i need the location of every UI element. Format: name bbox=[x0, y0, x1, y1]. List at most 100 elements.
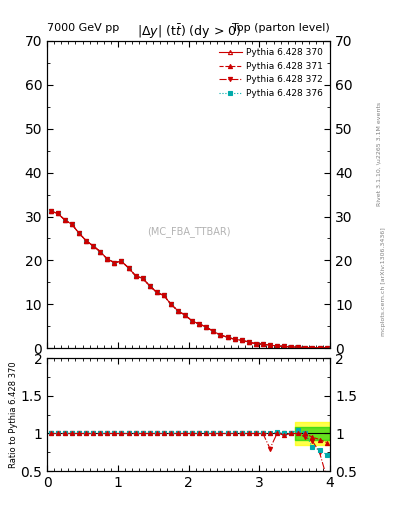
Pythia 6.428 372 bbox=[154, 289, 159, 295]
Pythia 6.428 370 bbox=[239, 337, 244, 344]
Pythia 6.428 376 bbox=[176, 308, 180, 314]
Pythia 6.428 371 bbox=[282, 344, 286, 350]
Pythia 6.428 372 bbox=[232, 336, 237, 343]
Pythia 6.428 372 bbox=[176, 308, 180, 314]
Pythia 6.428 371 bbox=[275, 343, 279, 349]
Pythia 6.428 371 bbox=[190, 318, 195, 324]
Pythia 6.428 376 bbox=[303, 345, 308, 351]
Pythia 6.428 376 bbox=[268, 342, 272, 348]
Pythia 6.428 376 bbox=[98, 248, 103, 254]
Pythia 6.428 370 bbox=[211, 328, 216, 334]
Pythia 6.428 376 bbox=[232, 336, 237, 343]
Line: Pythia 6.428 371: Pythia 6.428 371 bbox=[49, 209, 329, 350]
Pythia 6.428 371 bbox=[317, 345, 322, 351]
Pythia 6.428 371 bbox=[169, 301, 173, 307]
Pythia 6.428 371 bbox=[147, 283, 152, 289]
Pythia 6.428 371 bbox=[162, 292, 166, 298]
Legend: Pythia 6.428 370, Pythia 6.428 371, Pythia 6.428 372, Pythia 6.428 376: Pythia 6.428 370, Pythia 6.428 371, Pyth… bbox=[216, 46, 326, 100]
Pythia 6.428 370 bbox=[140, 275, 145, 282]
Pythia 6.428 370 bbox=[62, 217, 67, 223]
Pythia 6.428 371 bbox=[261, 341, 265, 347]
Pythia 6.428 372 bbox=[261, 341, 265, 347]
Pythia 6.428 372 bbox=[91, 243, 95, 249]
Pythia 6.428 370 bbox=[105, 256, 110, 262]
Pythia 6.428 371 bbox=[126, 265, 131, 271]
Pythia 6.428 376 bbox=[310, 345, 315, 351]
Pythia 6.428 376 bbox=[162, 292, 166, 298]
Pythia 6.428 376 bbox=[119, 258, 124, 264]
Pythia 6.428 370 bbox=[282, 344, 286, 350]
Pythia 6.428 376 bbox=[190, 318, 195, 324]
Pythia 6.428 376 bbox=[133, 273, 138, 279]
Pythia 6.428 376 bbox=[197, 321, 202, 327]
Pythia 6.428 370 bbox=[126, 265, 131, 271]
Pythia 6.428 370 bbox=[98, 248, 103, 254]
Pythia 6.428 376 bbox=[126, 265, 131, 271]
Pythia 6.428 376 bbox=[70, 221, 74, 227]
Pythia 6.428 370 bbox=[91, 243, 95, 249]
Pythia 6.428 372 bbox=[70, 221, 74, 227]
Pythia 6.428 376 bbox=[105, 256, 110, 262]
Pythia 6.428 372 bbox=[239, 337, 244, 344]
Pythia 6.428 372 bbox=[147, 283, 152, 289]
Pythia 6.428 372 bbox=[183, 312, 187, 318]
Pythia 6.428 370 bbox=[324, 345, 329, 351]
Pythia 6.428 370 bbox=[183, 312, 187, 318]
Pythia 6.428 376 bbox=[275, 343, 279, 349]
Pythia 6.428 370 bbox=[303, 345, 308, 351]
Pythia 6.428 376 bbox=[48, 208, 53, 215]
Pythia 6.428 372 bbox=[105, 256, 110, 262]
Pythia 6.428 370 bbox=[275, 343, 279, 349]
Pythia 6.428 376 bbox=[225, 334, 230, 340]
Pythia 6.428 371 bbox=[91, 243, 95, 249]
Pythia 6.428 376 bbox=[261, 341, 265, 347]
Pythia 6.428 372 bbox=[190, 318, 195, 324]
Pythia 6.428 376 bbox=[91, 243, 95, 249]
Pythia 6.428 370 bbox=[197, 321, 202, 327]
Pythia 6.428 376 bbox=[282, 344, 286, 350]
Pythia 6.428 372 bbox=[140, 275, 145, 282]
Text: 7000 GeV pp: 7000 GeV pp bbox=[47, 23, 119, 33]
Pythia 6.428 370 bbox=[70, 221, 74, 227]
Title: |$\Delta y$| (t$\bar{t}$) (dy > 0): |$\Delta y$| (t$\bar{t}$) (dy > 0) bbox=[136, 23, 241, 41]
Pythia 6.428 371 bbox=[84, 238, 88, 244]
Pythia 6.428 376 bbox=[183, 312, 187, 318]
Pythia 6.428 370 bbox=[77, 230, 81, 236]
Pythia 6.428 372 bbox=[55, 210, 60, 217]
Pythia 6.428 376 bbox=[112, 260, 117, 266]
Pythia 6.428 372 bbox=[98, 248, 103, 254]
Pythia 6.428 371 bbox=[112, 260, 117, 266]
Pythia 6.428 376 bbox=[169, 301, 173, 307]
Pythia 6.428 376 bbox=[140, 275, 145, 282]
Pythia 6.428 372 bbox=[126, 265, 131, 271]
Pythia 6.428 376 bbox=[296, 344, 301, 350]
Pythia 6.428 372 bbox=[84, 238, 88, 244]
Pythia 6.428 370 bbox=[162, 292, 166, 298]
Pythia 6.428 372 bbox=[119, 258, 124, 264]
Pythia 6.428 376 bbox=[289, 344, 294, 350]
Pythia 6.428 371 bbox=[176, 308, 180, 314]
Pythia 6.428 370 bbox=[296, 344, 301, 350]
Pythia 6.428 372 bbox=[112, 260, 117, 266]
Pythia 6.428 371 bbox=[296, 344, 301, 350]
Pythia 6.428 370 bbox=[218, 332, 223, 338]
Pythia 6.428 372 bbox=[62, 217, 67, 223]
Pythia 6.428 370 bbox=[112, 260, 117, 266]
Pythia 6.428 376 bbox=[218, 332, 223, 338]
Pythia 6.428 372 bbox=[211, 328, 216, 334]
Pythia 6.428 371 bbox=[133, 273, 138, 279]
Pythia 6.428 372 bbox=[324, 345, 329, 351]
Pythia 6.428 371 bbox=[197, 321, 202, 327]
Pythia 6.428 370 bbox=[133, 273, 138, 279]
Pythia 6.428 376 bbox=[204, 324, 209, 330]
Pythia 6.428 372 bbox=[218, 332, 223, 338]
Pythia 6.428 371 bbox=[98, 248, 103, 254]
Pythia 6.428 370 bbox=[232, 336, 237, 343]
Pythia 6.428 370 bbox=[253, 340, 258, 347]
Pythia 6.428 372 bbox=[275, 343, 279, 349]
Pythia 6.428 371 bbox=[268, 342, 272, 348]
Pythia 6.428 372 bbox=[310, 345, 315, 351]
Pythia 6.428 370 bbox=[268, 342, 272, 348]
Pythia 6.428 371 bbox=[289, 344, 294, 350]
Pythia 6.428 372 bbox=[169, 301, 173, 307]
